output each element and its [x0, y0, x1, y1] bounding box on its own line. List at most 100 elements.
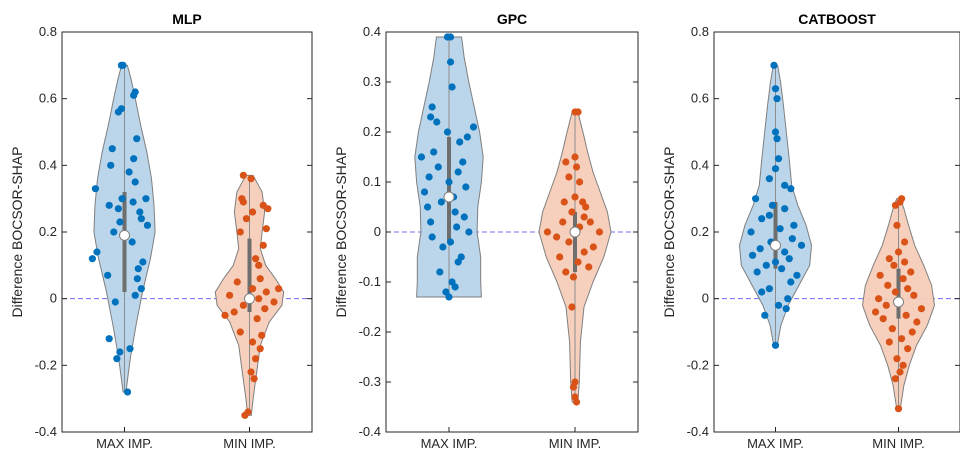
data-point: [773, 95, 781, 103]
y-tick-label: 0.4: [691, 157, 709, 172]
median-marker: [893, 296, 904, 308]
x-tick-label: MAX IMP.: [747, 436, 804, 451]
data-point: [589, 243, 597, 251]
y-tick-label: 0.2: [691, 224, 709, 239]
data-point: [460, 213, 468, 221]
data-point: [559, 218, 567, 226]
y-tick-label: 0.2: [39, 224, 57, 239]
median-marker: [443, 191, 455, 203]
data-point: [242, 215, 251, 223]
data-point: [560, 198, 568, 206]
data-point: [580, 248, 588, 256]
data-point: [781, 181, 789, 189]
data-point: [248, 285, 257, 293]
data-point: [248, 338, 257, 346]
data-point: [123, 388, 132, 396]
data-point: [896, 368, 904, 376]
chart-panel: -0.4 -0.2 0 0.2 0.4 0.6 0.8 MAX IMP. MIN IMP. CAT…: [661, 11, 960, 451]
data-point: [891, 288, 900, 296]
x-tick-label: MIN IMP.: [223, 436, 276, 451]
data-point: [258, 331, 266, 339]
data-point: [446, 238, 455, 246]
data-point: [875, 295, 883, 303]
data-point: [274, 285, 283, 293]
data-point: [904, 285, 912, 293]
y-tick-label: -0.4: [687, 424, 709, 439]
data-point: [894, 248, 903, 256]
data-point: [556, 253, 564, 261]
y-tick-label: -0.3: [359, 374, 381, 389]
data-point: [247, 175, 255, 183]
data-point: [423, 203, 432, 211]
data-point: [574, 108, 582, 116]
data-point: [255, 261, 263, 269]
data-point: [901, 238, 909, 246]
data-point: [893, 355, 901, 363]
data-point: [891, 375, 900, 383]
data-point: [143, 221, 152, 229]
data-point: [756, 245, 764, 253]
data-point: [105, 201, 113, 209]
x-tick-label: MIN IMP.: [872, 436, 925, 451]
y-tick-label: -0.2: [359, 324, 381, 339]
data-point: [761, 311, 769, 319]
data-point: [771, 341, 780, 349]
data-point: [125, 168, 133, 176]
data-point: [253, 315, 261, 323]
data-point: [876, 271, 884, 279]
data-point: [93, 248, 101, 256]
data-point: [137, 215, 145, 223]
data-point: [239, 301, 247, 309]
data-point: [462, 183, 470, 191]
data-point: [117, 105, 126, 113]
chart-title: GPC: [497, 11, 527, 27]
data-point: [133, 275, 141, 283]
data-point: [770, 61, 778, 69]
data-point: [765, 285, 773, 293]
data-point: [256, 275, 264, 283]
data-point: [774, 155, 783, 163]
data-point: [119, 61, 127, 69]
data-point: [247, 368, 255, 376]
data-point: [762, 261, 770, 269]
data-point: [758, 288, 766, 296]
data-point: [585, 263, 593, 271]
data-point: [244, 408, 252, 416]
data-point: [239, 171, 247, 179]
data-point: [748, 251, 757, 259]
data-point: [428, 233, 436, 241]
data-point: [256, 345, 264, 353]
y-tick-label: 0.6: [691, 91, 709, 106]
data-point: [456, 138, 464, 146]
data-point: [765, 211, 773, 219]
data-point: [562, 268, 570, 276]
data-point: [884, 281, 892, 289]
data-point: [758, 215, 766, 223]
data-point: [899, 361, 907, 369]
data-point: [250, 375, 258, 383]
data-point: [233, 278, 241, 286]
data-point: [439, 243, 447, 251]
data-point: [571, 378, 579, 386]
data-point: [893, 221, 901, 229]
data-point: [139, 258, 147, 266]
x-tick-label: MAX IMP.: [421, 436, 478, 451]
data-point: [446, 33, 455, 41]
data-point: [907, 268, 915, 276]
data-point: [565, 238, 573, 246]
data-point: [430, 148, 438, 156]
data-point: [575, 178, 584, 186]
data-point: [113, 355, 121, 363]
y-axis-label: Difference BOCSOR-SHAP: [333, 147, 349, 318]
median-marker: [770, 239, 781, 251]
data-point: [765, 175, 773, 183]
y-tick-label: -0.4: [35, 424, 57, 439]
data-point: [417, 153, 426, 161]
data-point: [790, 221, 798, 229]
data-point: [230, 308, 238, 316]
data-point: [469, 123, 478, 131]
data-point: [879, 315, 887, 323]
data-point: [902, 311, 910, 319]
data-point: [888, 325, 896, 333]
